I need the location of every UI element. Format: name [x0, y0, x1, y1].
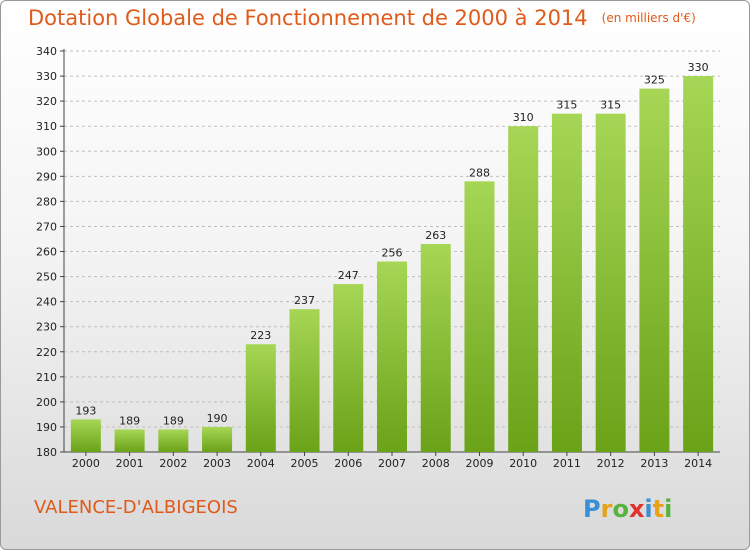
chart-title: Dotation Globale de Fonctionnement de 20… [28, 6, 696, 30]
axes: 180 190 200 210 220 230 240 250 260 270 280 290 300 3… [36, 45, 720, 459]
y-tick-label: 180 [36, 446, 57, 459]
y-tick-label: 200 [36, 396, 57, 409]
bar-value-label: 325 [644, 74, 665, 87]
bar [333, 284, 364, 452]
bar-value-label: 190 [207, 412, 228, 425]
y-tick-label: 290 [36, 170, 57, 183]
y-tick-label: 310 [36, 120, 57, 133]
svg-text:Proxiti: Proxiti [583, 495, 672, 523]
y-tick-label: 340 [36, 45, 57, 58]
y-tick-label: 220 [36, 346, 57, 359]
bar-value-label: 237 [294, 294, 315, 307]
x-tick-label: 2008 [422, 457, 450, 470]
bar [683, 76, 714, 452]
bar [551, 113, 582, 452]
y-tick-label: 300 [36, 145, 57, 158]
y-tick-label: 210 [36, 371, 57, 384]
bar [508, 126, 539, 452]
x-tick-label: 2014 [684, 457, 712, 470]
x-tick-label: 2004 [247, 457, 275, 470]
y-tick-label: 280 [36, 195, 57, 208]
proxiti-logo: Proxiti [583, 495, 672, 523]
x-tick-label: 2011 [553, 457, 581, 470]
y-tick-label: 230 [36, 321, 57, 334]
y-tick-label: 330 [36, 70, 57, 83]
bar [464, 181, 495, 452]
x-tick-label: 2005 [291, 457, 319, 470]
bar [639, 88, 670, 452]
bar-value-label: 315 [556, 99, 577, 112]
bar-value-label: 288 [469, 166, 490, 179]
y-tick-label: 320 [36, 95, 57, 108]
bar-value-label: 247 [338, 269, 359, 282]
bar [377, 261, 407, 452]
bar [420, 243, 451, 452]
bar [114, 429, 145, 452]
x-tick-label: 2002 [159, 457, 187, 470]
town-name: VALENCE-D'ALBIGEOIS [34, 497, 238, 518]
y-tick-label: 250 [36, 271, 57, 284]
bar-value-label: 256 [382, 247, 403, 260]
bar-value-label: 263 [425, 229, 446, 242]
x-tick-label: 2007 [378, 457, 406, 470]
bar-value-label: 193 [75, 404, 96, 417]
x-tick-label: 2012 [597, 457, 625, 470]
x-tick-label: 2010 [509, 457, 537, 470]
bars [70, 76, 714, 452]
bar-value-label: 189 [163, 414, 184, 427]
y-tick-label: 270 [36, 220, 57, 233]
bar-value-label: 310 [513, 111, 534, 124]
bar [245, 344, 276, 452]
bar-value-label: 189 [119, 414, 140, 427]
labels: 193 2000 189 2001 189 2002 190 2003 223 2004 237 20… [72, 61, 712, 470]
bar-value-label: 330 [688, 61, 709, 74]
bar-value-label: 315 [600, 99, 621, 112]
x-tick-label: 2009 [465, 457, 493, 470]
x-tick-label: 2000 [72, 457, 100, 470]
x-tick-label: 2013 [640, 457, 668, 470]
bar [70, 419, 101, 452]
x-tick-label: 2003 [203, 457, 231, 470]
bar [289, 309, 320, 452]
y-tick-label: 190 [36, 421, 57, 434]
y-tick-label: 260 [36, 246, 57, 259]
x-tick-label: 2006 [334, 457, 362, 470]
chart-title-text: Dotation Globale de Fonctionnement de 20… [28, 6, 588, 30]
bar [202, 426, 233, 452]
bar-value-label: 223 [250, 329, 271, 342]
bar [158, 429, 189, 452]
y-tick-label: 240 [36, 296, 57, 309]
x-tick-label: 2001 [116, 457, 144, 470]
bar [595, 113, 626, 452]
chart-unit: (en milliers d'€) [601, 11, 696, 25]
